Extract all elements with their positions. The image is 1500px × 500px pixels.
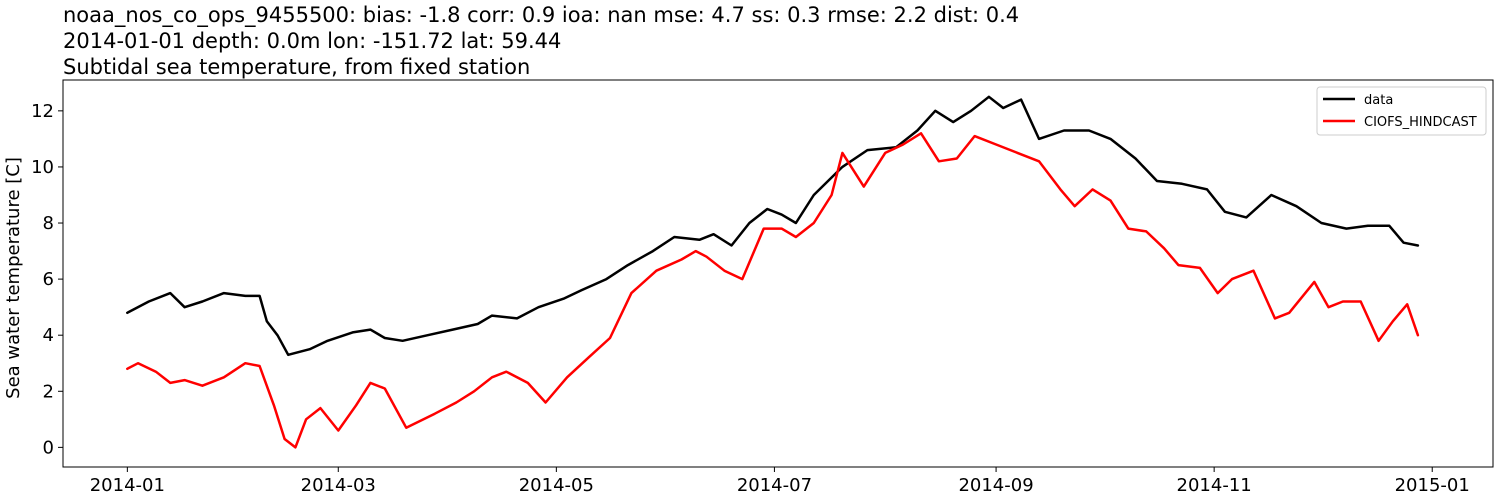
y-tick-label-5: 10 (31, 157, 54, 178)
series-layer (126, 95, 1420, 449)
plot-frame (62, 79, 1494, 468)
y-axis-label: Sea water temperature [C] (3, 157, 24, 399)
y-tick-label-2: 4 (43, 325, 54, 346)
legend-label-data: data (1364, 93, 1393, 108)
y-axis: 0 2 4 6 8 10 12 (31, 101, 63, 458)
chart-titles: noaa_nos_co_ops_9455500: bias: -1.8 corr… (63, 2, 1019, 80)
chart-title-location: 2014-01-01 depth: 0.0m lon: -151.72 lat:… (63, 29, 562, 53)
x-tick-label-3: 2014-07 (737, 475, 812, 496)
x-tick-label-5: 2014-11 (1177, 475, 1252, 496)
x-tick-label-2: 2014-05 (519, 475, 594, 496)
y-tick-label-3: 6 (43, 269, 54, 290)
x-tick-label-1: 2014-03 (301, 475, 376, 496)
x-tick-label-0: 2014-01 (90, 475, 165, 496)
chart-title-stats: noaa_nos_co_ops_9455500: bias: -1.8 corr… (63, 3, 1020, 27)
x-axis: 2014-01 2014-03 2014-05 2014-07 2014-09 2014-… (90, 467, 1470, 496)
x-tick-label-4: 2014-09 (958, 475, 1033, 496)
series-line-data (126, 95, 1420, 357)
y-tick-label-6: 12 (31, 101, 54, 122)
series-line-ciofs-hindcast (126, 132, 1420, 449)
legend-label-ciofs-hindcast: CIOFS_HINDCAST (1364, 115, 1477, 130)
chart-title-description: Subtidal sea temperature, from fixed sta… (63, 55, 531, 79)
legend: data CIOFS_HINDCAST (1316, 86, 1487, 136)
legend-box (1316, 86, 1487, 136)
x-tick-label-6: 2015-01 (1395, 475, 1470, 496)
y-tick-label-4: 8 (43, 213, 54, 234)
y-tick-label-0: 0 (43, 437, 54, 458)
y-tick-label-1: 2 (43, 381, 54, 402)
